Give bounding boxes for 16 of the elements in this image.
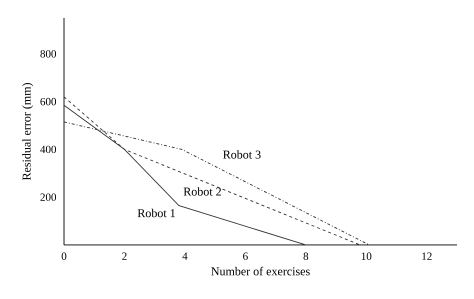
y-axis-title: Residual error (mm) (22, 83, 34, 180)
y-tick-label: 200 (40, 193, 56, 201)
series-label: Robot 1 (138, 208, 175, 218)
x-tick-label: 4 (182, 252, 188, 260)
x-tick-label: 0 (62, 252, 66, 260)
y-tick-label: 400 (40, 146, 56, 154)
x-tick-label: 6 (243, 252, 248, 260)
x-tick-label: 8 (304, 252, 308, 260)
x-tick-label: 12 (422, 252, 432, 260)
y-tick-label: 600 (40, 98, 56, 106)
series-label: Robot 2 (184, 187, 221, 196)
series-label: Robot 3 (223, 150, 261, 159)
x-tick-label: 2 (122, 252, 127, 260)
x-axis-title: Number of exercises (211, 266, 310, 276)
y-tick-label: 800 (40, 50, 56, 58)
x-tick-label: 10 (362, 252, 372, 260)
